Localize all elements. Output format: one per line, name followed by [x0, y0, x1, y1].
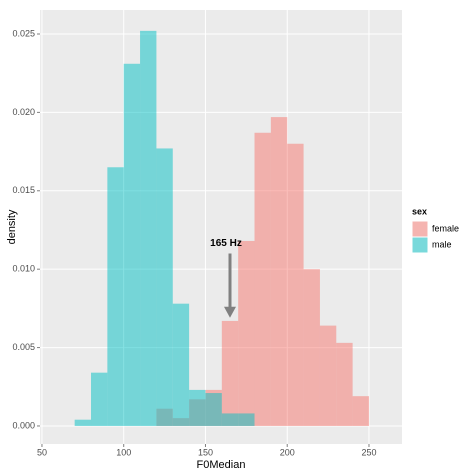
x-tick-label: 200 — [280, 447, 295, 457]
bar — [91, 372, 108, 426]
bar — [254, 132, 271, 426]
bar — [287, 143, 304, 426]
bar — [319, 325, 337, 426]
bar — [205, 393, 222, 426]
y-tick-label: 0.015 — [12, 185, 35, 195]
legend-label: male — [432, 239, 452, 249]
legend-title: sex — [412, 206, 427, 216]
annotation-label: 165 Hz — [210, 238, 242, 249]
bar — [189, 389, 206, 426]
bar — [156, 148, 173, 426]
bar — [352, 396, 369, 426]
bar — [238, 240, 255, 426]
bar — [270, 117, 288, 426]
y-axis-title: density — [6, 209, 18, 244]
x-axis-title: F0Median — [197, 459, 246, 471]
x-tick-label: 100 — [116, 447, 131, 457]
y-tick-label: 0.025 — [12, 28, 35, 38]
bar — [221, 413, 239, 426]
y-tick-label: 0.000 — [12, 420, 35, 430]
bar — [107, 167, 124, 426]
bar — [303, 269, 320, 426]
legend-swatch — [412, 237, 428, 253]
annotation-arrowhead — [223, 306, 236, 318]
y-tick-label: 0.020 — [12, 107, 35, 117]
legend-label: female — [432, 223, 459, 233]
bar — [123, 63, 141, 426]
bar — [172, 303, 190, 426]
bar — [74, 419, 92, 426]
bar — [238, 413, 255, 426]
x-tick-label: 50 — [37, 447, 47, 457]
bar — [140, 30, 157, 426]
y-tick-label: 0.010 — [12, 264, 35, 274]
x-tick-label: 150 — [198, 447, 213, 457]
bar — [221, 320, 239, 426]
bar — [336, 342, 353, 426]
x-tick-label: 250 — [361, 447, 376, 457]
legend-swatch — [412, 221, 428, 237]
y-tick-label: 0.005 — [12, 342, 35, 352]
